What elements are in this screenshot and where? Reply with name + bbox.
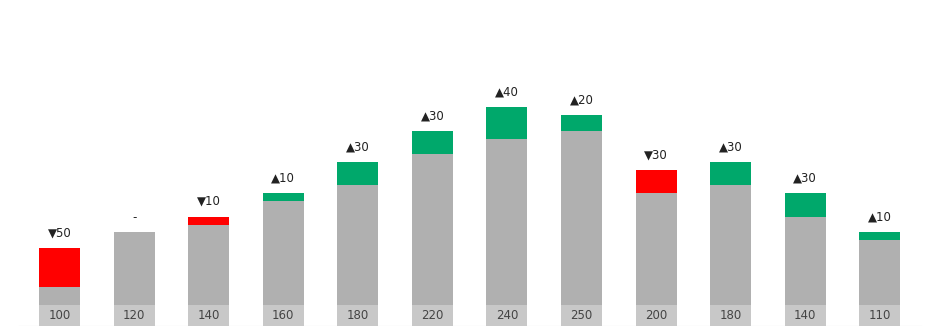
- Text: 220: 220: [421, 309, 444, 322]
- Bar: [338, 185, 379, 326]
- Bar: [338, 162, 379, 185]
- Text: -: -: [132, 211, 137, 224]
- Bar: [486, 305, 527, 326]
- Text: ▲10: ▲10: [272, 171, 295, 185]
- Bar: [711, 185, 751, 326]
- Text: 110: 110: [869, 309, 891, 322]
- Bar: [711, 305, 751, 326]
- Text: 180: 180: [347, 309, 369, 322]
- Bar: [561, 131, 602, 326]
- Bar: [412, 131, 453, 154]
- Bar: [263, 201, 304, 326]
- Text: 140: 140: [794, 309, 817, 322]
- Text: 240: 240: [496, 309, 518, 322]
- Bar: [263, 193, 304, 201]
- Bar: [188, 305, 229, 326]
- Bar: [486, 139, 527, 326]
- Bar: [859, 240, 900, 326]
- Text: 250: 250: [570, 309, 592, 322]
- Text: ▲20: ▲20: [569, 94, 593, 107]
- Text: 200: 200: [644, 309, 667, 322]
- Bar: [39, 248, 80, 287]
- Text: IST vs. PLAN: IST vs. PLAN: [418, 11, 512, 26]
- Text: ▲40: ▲40: [495, 86, 519, 99]
- Text: ▲30: ▲30: [420, 109, 445, 122]
- Text: 140: 140: [197, 309, 219, 322]
- Bar: [635, 170, 676, 193]
- Bar: [785, 217, 826, 326]
- Bar: [188, 217, 229, 225]
- Text: ▲10: ▲10: [868, 211, 892, 224]
- Bar: [859, 232, 900, 240]
- Bar: [561, 115, 602, 131]
- Text: ▲30: ▲30: [346, 140, 370, 153]
- Bar: [486, 108, 527, 139]
- Bar: [412, 305, 453, 326]
- Bar: [188, 225, 229, 326]
- Bar: [113, 232, 154, 326]
- Text: ▼10: ▼10: [197, 195, 220, 208]
- Bar: [412, 154, 453, 326]
- Text: 120: 120: [123, 309, 145, 322]
- Bar: [113, 305, 154, 326]
- Text: ▼50: ▼50: [47, 226, 72, 239]
- Bar: [785, 193, 826, 217]
- Bar: [711, 162, 751, 185]
- Bar: [561, 305, 602, 326]
- Text: 180: 180: [720, 309, 742, 322]
- Bar: [263, 305, 304, 326]
- Text: 160: 160: [272, 309, 295, 322]
- Bar: [338, 305, 379, 326]
- Bar: [39, 287, 80, 326]
- Bar: [785, 305, 826, 326]
- Bar: [39, 305, 80, 326]
- Text: ▼30: ▼30: [644, 148, 668, 161]
- Bar: [859, 305, 900, 326]
- Text: ▲30: ▲30: [793, 171, 817, 185]
- Text: ▲30: ▲30: [719, 140, 742, 153]
- Text: 100: 100: [48, 309, 71, 322]
- Bar: [635, 193, 676, 326]
- Bar: [635, 305, 676, 326]
